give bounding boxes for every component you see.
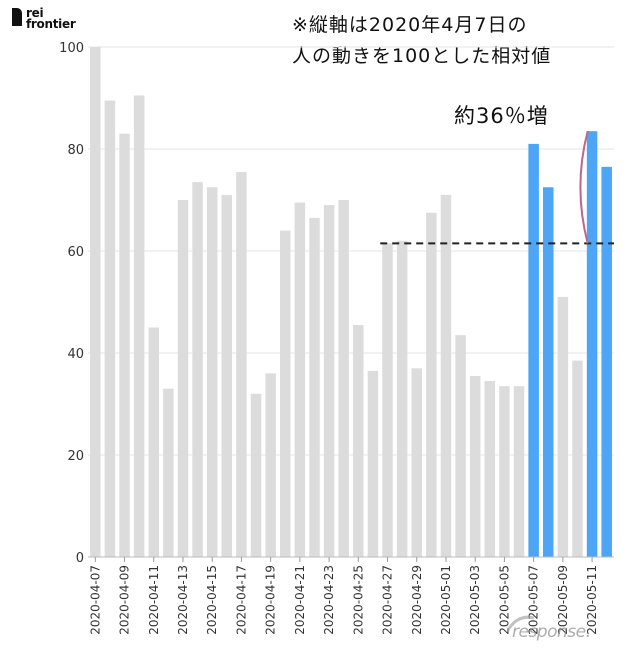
y-tick-label: 80 xyxy=(67,143,84,158)
logo-mark-icon xyxy=(12,8,22,26)
x-tick-label: 2020-04-29 xyxy=(410,565,424,635)
x-tick-label: 2020-04-13 xyxy=(176,565,190,635)
bar xyxy=(221,194,233,557)
bar xyxy=(148,327,160,557)
y-tick-label: 20 xyxy=(67,449,84,464)
bar xyxy=(382,243,393,557)
bar xyxy=(206,187,218,557)
x-tick-label: 2020-04-23 xyxy=(322,565,336,635)
bar xyxy=(542,187,554,557)
bar xyxy=(338,200,349,557)
x-tick-label: 2020-04-27 xyxy=(381,565,395,635)
bar xyxy=(250,393,262,557)
bar xyxy=(411,368,423,557)
bar xyxy=(484,381,496,557)
x-tick-label: 2020-04-17 xyxy=(234,565,248,635)
x-tick-label: 2020-05-09 xyxy=(556,565,570,635)
bar xyxy=(353,324,364,557)
x-tick-label: 2020-04-07 xyxy=(88,565,102,635)
bar xyxy=(396,240,408,558)
bar xyxy=(455,335,466,557)
y-tick-label: 100 xyxy=(59,41,84,56)
bar xyxy=(513,386,525,557)
x-tick-label: 2020-05-01 xyxy=(439,565,453,635)
bar xyxy=(528,143,539,557)
bar xyxy=(309,217,320,557)
x-tick-label: 2020-05-11 xyxy=(585,565,599,635)
bar xyxy=(601,166,612,557)
bar xyxy=(192,182,203,557)
x-tick-label: 2020-04-25 xyxy=(351,565,365,635)
logo-wordmark: rei frontier xyxy=(26,6,76,31)
bar xyxy=(557,296,569,557)
bar xyxy=(572,360,583,557)
bar xyxy=(90,47,101,557)
bar xyxy=(323,205,335,557)
bar xyxy=(426,212,437,557)
logo-line-2: frontier xyxy=(26,17,76,31)
x-tick-label: 2020-04-11 xyxy=(147,565,161,635)
watermark: response. xyxy=(512,622,591,642)
bar xyxy=(469,375,481,557)
logo-line-1: rei xyxy=(26,6,44,20)
bar xyxy=(133,95,145,557)
logo: rei frontier xyxy=(12,6,76,31)
bar xyxy=(586,131,598,557)
axis-note: ※縦軸は2020年4月7日の 人の動きを100とした相対値 xyxy=(292,10,551,72)
x-tick-label: 2020-05-03 xyxy=(468,565,482,635)
x-tick-label: 2020-04-19 xyxy=(264,565,278,635)
bar xyxy=(119,133,130,557)
y-tick-label: 60 xyxy=(67,245,84,260)
x-tick-label: 2020-04-15 xyxy=(205,565,219,635)
increase-bracket xyxy=(579,130,589,244)
increase-annotation: 約36％増 xyxy=(454,104,549,128)
watermark-swoosh-icon xyxy=(506,615,535,631)
axis-note-line-1: ※縦軸は2020年4月7日の xyxy=(292,14,528,36)
bar xyxy=(177,200,189,557)
bar xyxy=(367,370,379,557)
bar xyxy=(440,194,452,557)
x-tick-label: 2020-04-21 xyxy=(293,565,307,635)
y-tick-label: 0 xyxy=(76,551,84,566)
bar xyxy=(279,230,291,557)
bar xyxy=(104,100,116,558)
axis-note-line-2: 人の動きを100とした相対値 xyxy=(292,45,552,67)
bar xyxy=(294,202,306,558)
bar xyxy=(265,373,276,557)
x-tick-label: 2020-04-09 xyxy=(118,565,132,635)
bar xyxy=(236,171,247,557)
x-tick-label: 2020-05-05 xyxy=(497,565,511,635)
y-tick-label: 40 xyxy=(67,347,84,362)
bar xyxy=(499,386,510,557)
bar xyxy=(163,388,174,557)
